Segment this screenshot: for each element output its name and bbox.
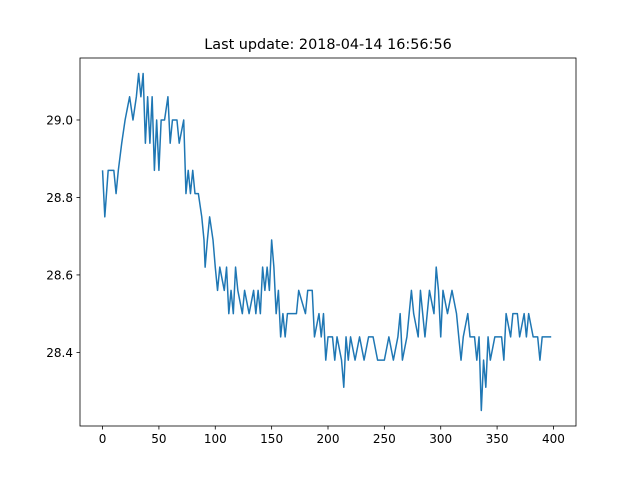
- y-tick-label: 28.4: [46, 346, 73, 360]
- y-tick-label: 29.0: [46, 113, 73, 127]
- line: [101, 72, 552, 412]
- plot-frame: [79, 57, 577, 427]
- x-tick-label: 150: [260, 432, 283, 446]
- x-tick-label: 300: [429, 432, 452, 446]
- x-tick-label: 0: [99, 432, 107, 446]
- y-tick-label: 28.8: [46, 191, 73, 205]
- x-tick-label: 100: [204, 432, 227, 446]
- x-tick-label: 350: [486, 432, 509, 446]
- x-tick-label: 250: [373, 432, 396, 446]
- x-tick-label: 200: [317, 432, 340, 446]
- chart-title: Last update: 2018-04-14 16:56:56: [204, 37, 452, 53]
- x-tick-label: 400: [542, 432, 565, 446]
- y-tick-label: 28.6: [46, 268, 73, 282]
- x-tick-label: 50: [151, 432, 166, 446]
